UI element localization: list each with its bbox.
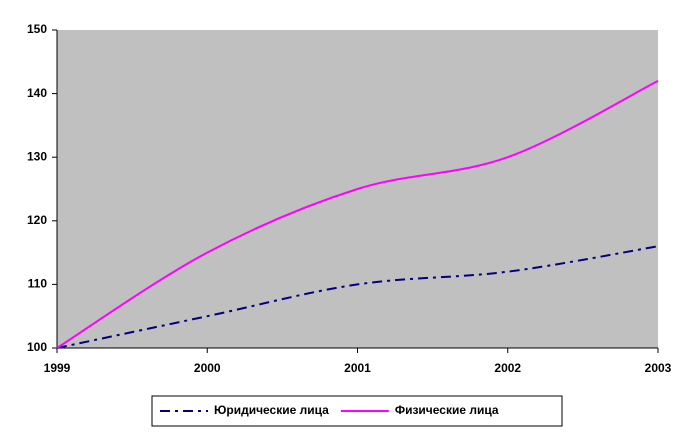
x-tick-label: 1999 — [44, 361, 71, 375]
legend-label: Физические лица — [395, 403, 499, 417]
y-tick-label: 120 — [27, 213, 47, 227]
x-tick-label: 2003 — [645, 361, 672, 375]
y-tick-label: 110 — [28, 277, 48, 291]
y-tick-label: 100 — [27, 340, 47, 354]
y-tick-label: 150 — [27, 22, 47, 36]
x-tick-label: 2001 — [344, 361, 371, 375]
x-tick-label: 2000 — [194, 361, 221, 375]
series-line — [56, 245, 659, 349]
y-tick-label: 130 — [27, 149, 47, 163]
series-line — [56, 79, 659, 349]
legend-label: Юридические лица — [214, 403, 329, 417]
y-tick-label: 140 — [27, 86, 47, 100]
x-tick-label: 2002 — [494, 361, 521, 375]
